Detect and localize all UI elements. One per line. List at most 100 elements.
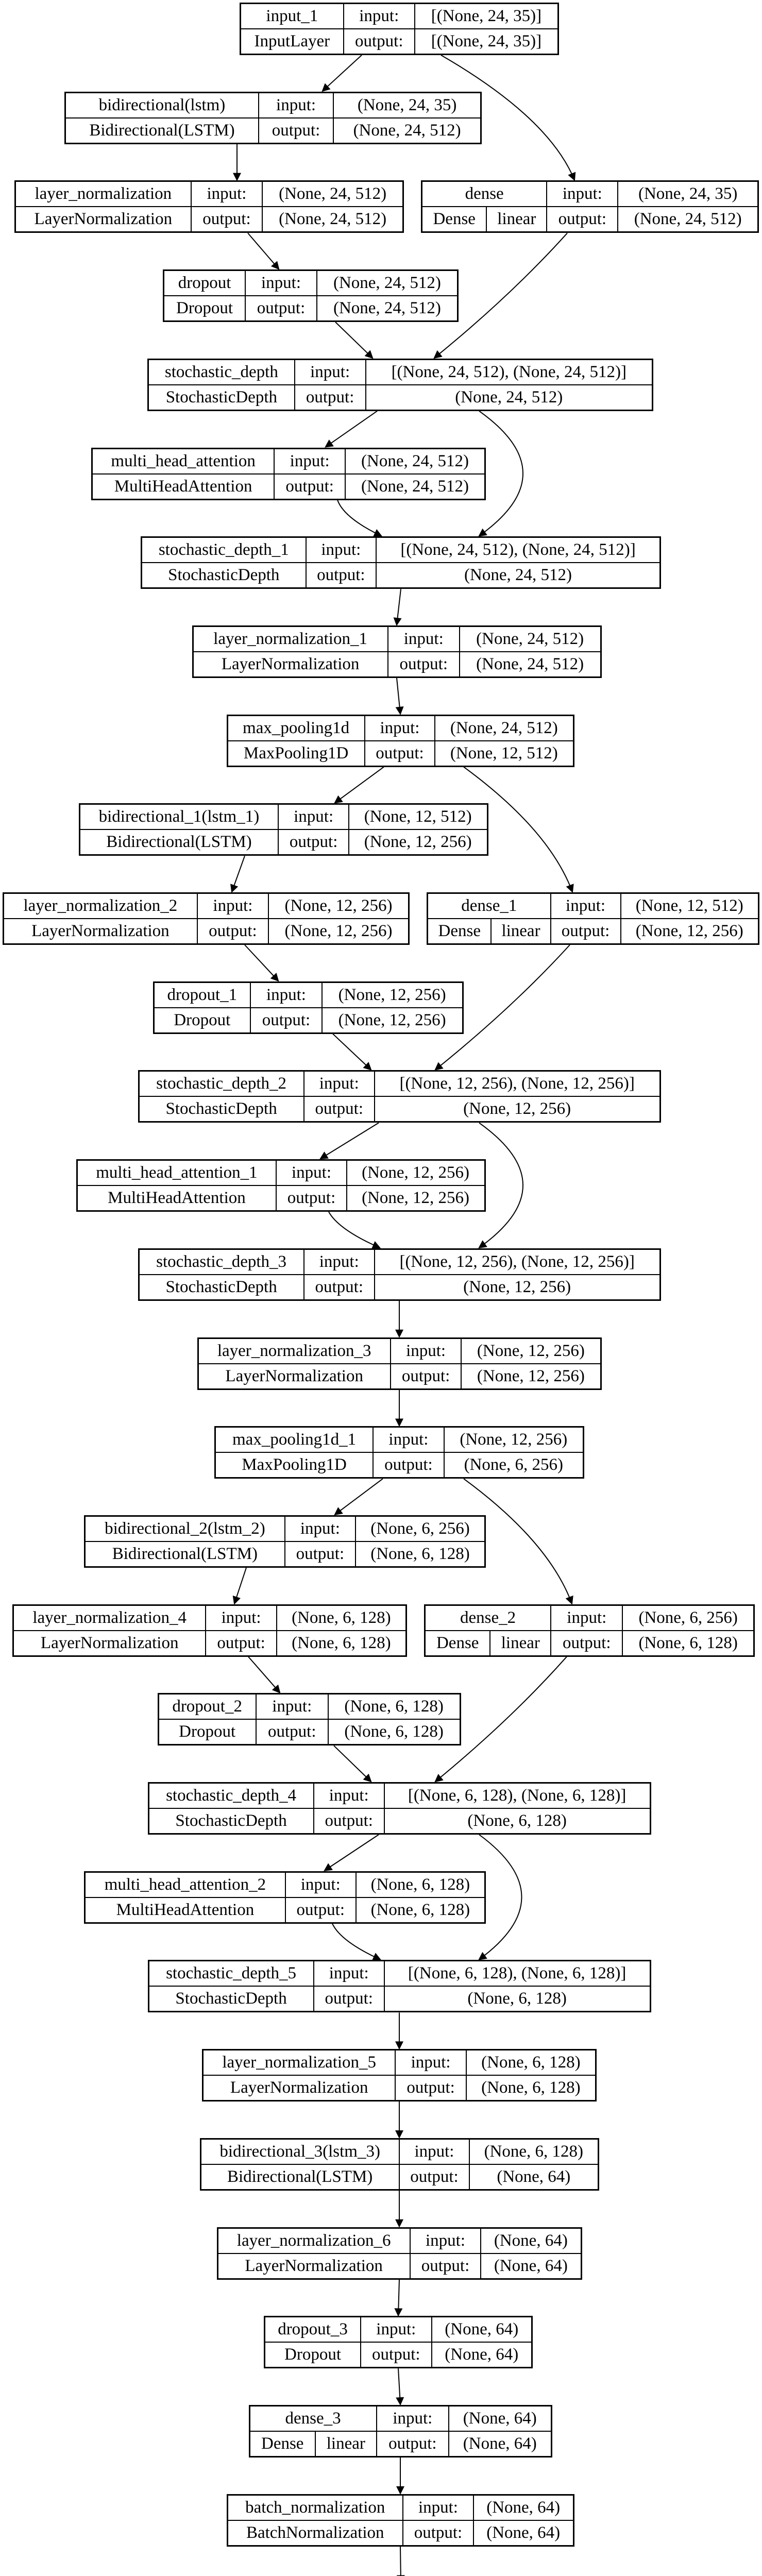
layer-name: max_pooling1d <box>227 715 365 741</box>
node-table: dense input: (None, 24, 35) Dense linear outp… <box>421 180 759 233</box>
layer-name: stochastic_depth_2 <box>138 1070 304 1097</box>
output-shape: (None, 12, 256) <box>348 829 488 856</box>
node-table: dropout_2 input: (None, 6, 128) Dropout outp… <box>157 1693 461 1746</box>
input-label: input: <box>546 180 619 208</box>
input-label: input: <box>364 715 436 741</box>
output-label: output: <box>390 1363 462 1389</box>
input-shape: [(None, 12, 256), (None, 12, 256)] <box>374 1070 661 1097</box>
input-label: input: <box>303 1248 375 1275</box>
output-label: output: <box>284 1896 357 1924</box>
output-shape: (None, 6, 128) <box>383 1986 651 2012</box>
edge-stochastic_depth-to-multi_head_attention <box>325 410 378 448</box>
edge-max_pooling1d_1-to-bidirectional_2 <box>334 1478 383 1516</box>
edge-max_pooling1d-to-dense_1 <box>463 766 574 893</box>
node-dense_2: dense_2 input: (None, 6, 256) Dense linear ou… <box>424 1604 755 1657</box>
output-label: output: <box>245 295 317 322</box>
input-label: input: <box>376 2405 450 2432</box>
layer-name: stochastic_depth_5 <box>148 1960 314 1987</box>
node-bidirectional_1: bidirectional_1(lstm_1) input: (None, 12, … <box>78 803 488 856</box>
input-shape: (None, 64) <box>431 2316 533 2343</box>
input-shape: (None, 6, 128) <box>465 2049 597 2076</box>
layer-type: LayerNormalization <box>14 206 192 233</box>
input-label: input: <box>398 2138 470 2165</box>
output-shape: (None, 24, 512) <box>617 206 759 233</box>
edge-multi_head_attention_1-to-stochastic_depth_3 <box>328 1211 381 1249</box>
edge-dense_1-to-stochastic_depth_2 <box>434 944 570 1071</box>
layer-name: stochastic_depth_1 <box>141 536 307 564</box>
output-shape: (None, 64) <box>469 2163 599 2191</box>
input-shape: (None, 12, 256) <box>443 1426 584 1453</box>
node-table: stochastic_depth_4 input: [(None, 6, 128),… <box>147 1782 651 1835</box>
output-shape: (None, 12, 256) <box>374 1274 661 1301</box>
edge-stochastic_depth-to-stochastic_depth_1 <box>478 410 523 537</box>
node-table: input_1 input: [(None, 24, 35)] InputLayer o… <box>240 3 559 55</box>
output-label: output: <box>190 206 263 233</box>
layer-name: stochastic_depth_4 <box>148 1782 314 1809</box>
layer-type: Bidirectional(LSTM) <box>78 829 279 856</box>
activation-type: linear <box>490 918 551 945</box>
output-shape: (None, 6, 128) <box>465 2075 597 2102</box>
output-label: output: <box>313 1808 385 1835</box>
activation-type: linear <box>489 1630 552 1657</box>
node-table: batch_normalization input: (None, 64) Batch… <box>226 2494 574 2547</box>
layer-type: Bidirectional(LSTM) <box>200 2163 400 2191</box>
output-label: output: <box>395 2075 467 2102</box>
node-table: dropout input: (None, 24, 512) Dropout outpu… <box>163 269 459 323</box>
output-label: output: <box>276 1185 347 1212</box>
edge-stochastic_depth_4-to-stochastic_depth_5 <box>478 1834 522 1960</box>
edge-multi_head_attention-to-stochastic_depth_1 <box>337 500 383 537</box>
layer-name: bidirectional_2(lstm_2) <box>84 1515 285 1542</box>
output-label: output: <box>550 918 621 945</box>
input-shape: (None, 12, 256) <box>346 1159 486 1187</box>
layer-type: MultiHeadAttention <box>84 1896 286 1924</box>
layer-name: layer_normalization_3 <box>197 1337 391 1364</box>
node-table: bidirectional(lstm) input: (None, 24, 35) B… <box>64 91 482 144</box>
node-batch_normalization: batch_normalization input: (None, 64) Batch… <box>226 2494 574 2547</box>
input-shape: (None, 12, 256) <box>268 892 410 919</box>
layer-type: Dropout <box>163 295 246 322</box>
layer-type: Dense <box>427 918 492 945</box>
edge-dropout-to-stochastic_depth <box>335 321 374 359</box>
input-shape: (None, 6, 256) <box>355 1515 486 1542</box>
edge-bidirectional_2-to-layer_normalization_4 <box>232 1567 247 1605</box>
layer-type: MaxPooling1D <box>227 740 365 767</box>
layer-type: Dense <box>424 1630 491 1657</box>
input-shape: (None, 12, 256) <box>321 981 464 1008</box>
edge-layer_normalization_2-to-dropout_1 <box>244 944 279 982</box>
output-label: output: <box>274 473 346 500</box>
input-label: input: <box>205 1604 277 1631</box>
layer-type: LayerNormalization <box>197 1363 391 1389</box>
input-label: input: <box>395 2049 467 2076</box>
node-table: layer_normalization_5 input: (None, 6, 128… <box>202 2049 597 2102</box>
input-shape: [(None, 24, 35)] <box>414 3 559 29</box>
layer-name: multi_head_attention_1 <box>76 1159 277 1187</box>
node-table: layer_normalization_6 input: (None, 64) Lay… <box>216 2227 582 2280</box>
output-shape: (None, 24, 512) <box>316 295 459 322</box>
layer-name: dropout_1 <box>153 981 251 1008</box>
layer-name: bidirectional_3(lstm_3) <box>200 2138 400 2165</box>
output-shape: [(None, 24, 35)] <box>414 28 559 55</box>
output-label: output: <box>303 1096 375 1123</box>
node-layer_normalization_3: layer_normalization_3 input: (None, 12, 25… <box>197 1337 602 1390</box>
layer-name: bidirectional(lstm) <box>64 92 259 118</box>
layer-type: Bidirectional(LSTM) <box>64 117 259 144</box>
input-shape: [(None, 24, 512), (None, 24, 512)] <box>365 359 653 385</box>
output-shape: (None, 12, 256) <box>321 1007 464 1034</box>
node-dropout_1: dropout_1 input: (None, 12, 256) Dropout out… <box>153 981 464 1034</box>
input-label: input: <box>402 2494 474 2521</box>
output-shape: (None, 12, 256) <box>620 918 759 945</box>
layer-type: StochasticDepth <box>148 1986 314 2012</box>
layer-name: max_pooling1d_1 <box>214 1426 374 1453</box>
layer-name: input_1 <box>240 3 344 29</box>
node-table: layer_normalization_1 input: (None, 24, 51… <box>192 625 602 678</box>
layer-type: Bidirectional(LSTM) <box>84 1540 285 1568</box>
node-dropout_2: dropout_2 input: (None, 6, 128) Dropout outp… <box>157 1693 461 1746</box>
output-shape: (None, 24, 512) <box>459 651 602 678</box>
layer-type: Dropout <box>264 2342 362 2368</box>
output-shape: (None, 6, 128) <box>355 1540 486 1568</box>
input-shape: (None, 64) <box>472 2494 574 2521</box>
node-table: dense_3 input: (None, 64) Dense linear output… <box>248 2404 552 2458</box>
input-shape: (None, 6, 128) <box>469 2138 599 2165</box>
layer-type: StochasticDepth <box>147 384 295 411</box>
